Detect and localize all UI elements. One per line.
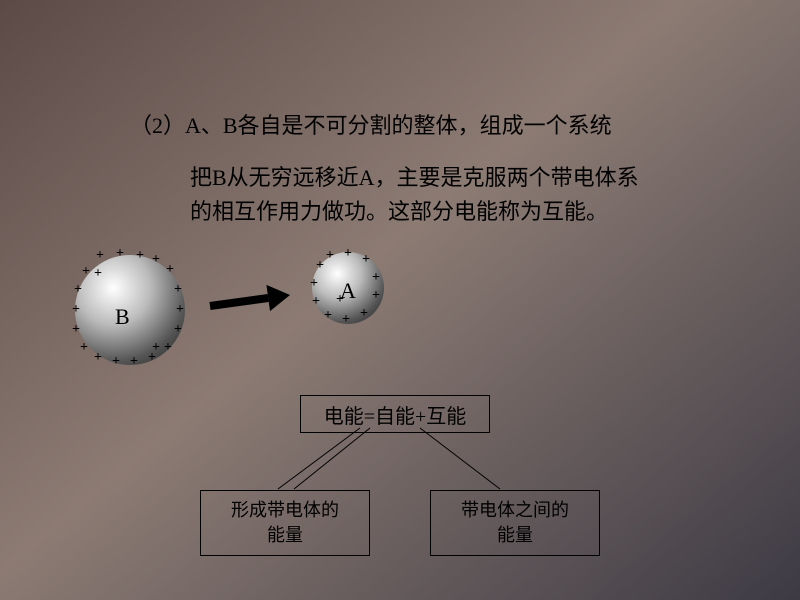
- charge-plus-icon: +: [116, 247, 124, 261]
- charge-plus-icon: +: [94, 351, 102, 365]
- charge-plus-icon: +: [174, 323, 182, 337]
- heading-text: （2）A、B各自是不可分割的整体，组成一个系统: [130, 108, 612, 143]
- mutual-energy-box: 带电体之间的 能量: [430, 490, 600, 556]
- charge-plus-icon: +: [360, 307, 368, 321]
- mutual-energy-line2: 能量: [497, 525, 533, 545]
- charge-plus-icon: +: [72, 303, 80, 317]
- body-line-1: 把B从无穷远移近A，主要是克服两个带电体系: [190, 160, 639, 195]
- charge-plus-icon: +: [324, 309, 332, 323]
- sphere-b-label: B: [115, 304, 130, 330]
- charge-plus-icon: +: [372, 289, 380, 303]
- slide: （2）A、B各自是不可分割的整体，组成一个系统 把B从无穷远移近A，主要是克服两…: [0, 0, 800, 600]
- equation-box: 电能=自能+互能: [300, 395, 490, 433]
- charge-plus-icon: +: [82, 265, 90, 279]
- charge-plus-icon: +: [72, 323, 80, 337]
- charge-plus-icon: +: [372, 271, 380, 285]
- charge-plus-icon: +: [152, 341, 160, 355]
- arrow-icon: [188, 273, 312, 328]
- charge-plus-icon: +: [94, 267, 102, 281]
- charge-plus-icon: +: [164, 341, 172, 355]
- charge-plus-icon: +: [152, 253, 160, 267]
- charge-plus-icon: +: [342, 313, 350, 327]
- self-energy-line2: 能量: [267, 525, 303, 545]
- mutual-energy-line1: 带电体之间的: [461, 500, 569, 520]
- charge-plus-icon: +: [74, 283, 82, 297]
- self-energy-box: 形成带电体的 能量: [200, 490, 370, 556]
- charge-plus-icon: +: [166, 263, 174, 277]
- charge-plus-icon: +: [326, 249, 334, 263]
- charge-plus-icon: +: [316, 259, 324, 273]
- charge-plus-icon: +: [362, 253, 370, 267]
- charge-plus-icon: +: [176, 303, 184, 317]
- charge-plus-icon: +: [96, 249, 104, 263]
- charge-plus-icon: +: [312, 295, 320, 309]
- body-line-2: 的相互作用力做功。这部分电能称为互能。: [190, 194, 608, 229]
- charge-plus-icon: +: [174, 283, 182, 297]
- self-energy-line1: 形成带电体的: [231, 500, 339, 520]
- charge-plus-icon: +: [130, 355, 138, 369]
- charge-plus-icon: +: [80, 341, 88, 355]
- charge-plus-icon: +: [344, 247, 352, 261]
- sphere-a-label: A: [340, 278, 356, 304]
- charge-plus-icon: +: [112, 355, 120, 369]
- charge-plus-icon: +: [136, 249, 144, 263]
